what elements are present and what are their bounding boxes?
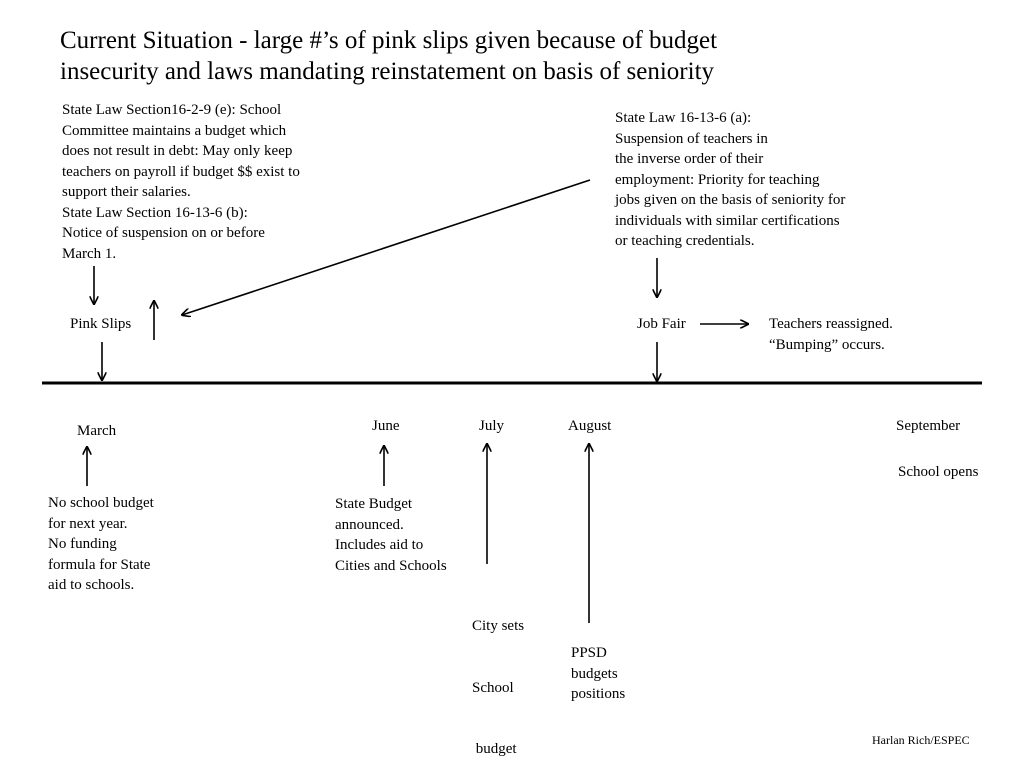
text-line: No school budget — [48, 495, 154, 511]
text-line: employment: Priority for teaching — [615, 171, 820, 188]
text-line: Includes aid to — [335, 537, 424, 553]
diagonal-arrow-seniority-to-pink-slips — [182, 179, 591, 315]
text-line: support their salaries. — [62, 184, 191, 200]
text-line: “Bumping” occurs. — [769, 336, 885, 353]
text-line: Notice of suspension on or before — [62, 225, 265, 241]
text-line: positions — [571, 686, 626, 702]
text-line: State Law Section 16-13-6 (b): — [62, 204, 248, 221]
text-line: Suspension of teachers in — [615, 130, 768, 147]
month-september: September — [896, 418, 961, 434]
august-note: PPSD budgets positions — [571, 643, 625, 705]
title-line: Current Situation - large #’s of pink sl… — [60, 27, 718, 54]
state-law-seniority-note: State Law 16-13-6 (a): Suspension of tea… — [615, 108, 845, 252]
text-line: teachers on payroll if budget $$ exist t… — [62, 163, 300, 180]
text-line: No funding — [48, 536, 117, 552]
text-line: City sets — [472, 618, 525, 634]
text-line: Committee maintains a budget which — [62, 122, 287, 139]
text-line: does not result in debt: May only keep — [62, 143, 293, 159]
text-line: aid to schools. — [48, 577, 135, 593]
title-line: insecurity and laws mandating reinstatem… — [60, 58, 715, 85]
text-line: State Law 16-13-6 (a): — [615, 110, 752, 126]
pink-slips-label: Pink Slips — [70, 316, 132, 332]
text-line: March 1. — [62, 245, 117, 262]
teachers-reassigned-note: Teachers reassigned. “Bumping” occurs. — [769, 314, 893, 355]
month-march: March — [77, 423, 117, 439]
text-line: or teaching credentials. — [615, 233, 755, 249]
july-note: City sets School budget — [472, 575, 524, 780]
text-line: the inverse order of their — [615, 151, 764, 167]
text-line: State Budget — [335, 496, 413, 512]
september-note: School opens — [898, 464, 979, 480]
month-july: July — [479, 418, 505, 434]
text-line: Cities and Schools — [335, 557, 447, 574]
text-line: formula for State — [48, 556, 151, 573]
text-line: individuals with similar certifications — [615, 212, 840, 229]
june-note: State Budget announced. Includes aid to … — [335, 494, 447, 576]
text-line: State Law Section16-2-9 (e): School — [62, 102, 282, 118]
text-line: School — [472, 679, 514, 696]
march-note: No school budget for next year. No fundi… — [48, 493, 154, 596]
month-june: June — [372, 418, 400, 434]
text-line: Teachers reassigned. — [769, 316, 893, 332]
text-line: for next year. — [48, 515, 128, 532]
text-line: jobs given on the basis of seniority for — [615, 192, 846, 208]
text-line: budget — [472, 741, 517, 757]
page-title: Current Situation - large #’s of pink sl… — [60, 25, 717, 87]
job-fair-label: Job Fair — [637, 316, 686, 332]
month-august: August — [568, 418, 612, 434]
text-line: budgets — [571, 665, 618, 682]
state-law-budget-note: State Law Section16-2-9 (e): School Comm… — [62, 100, 300, 264]
author-credit: Harlan Rich/ESPEC — [872, 733, 970, 747]
text-line: announced. — [335, 516, 404, 533]
text-line: PPSD — [571, 645, 607, 661]
